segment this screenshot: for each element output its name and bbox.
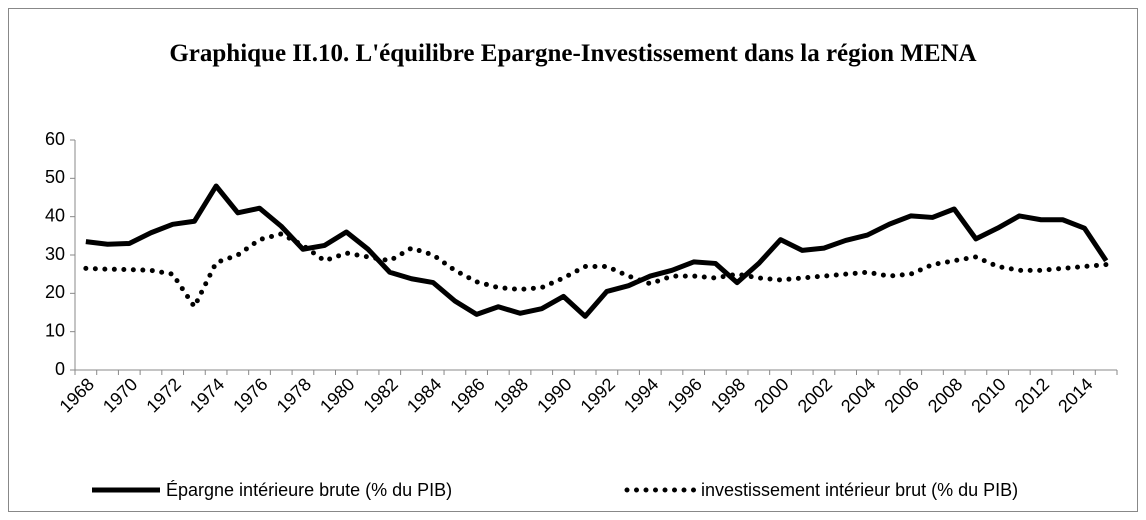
x-tick-label: 2008 [924,374,966,416]
chart-title: Graphique II.10. L'équilibre Epargne-Inv… [169,40,977,67]
x-tick-label: 1994 [620,374,662,416]
x-tick-label: 1976 [229,374,271,416]
y-tick-label: 30 [45,244,65,264]
y-tick-label: 60 [45,129,65,149]
legend-label: investissement intérieur brut (% du PIB) [701,480,1018,500]
chart-border [8,8,1138,512]
x-tick-label: 1990 [533,374,575,416]
y-tick-label: 50 [45,167,65,187]
y-tick-label: 40 [45,205,65,225]
x-tick-label: 1978 [273,374,315,416]
x-tick-label: 2002 [794,374,836,416]
x-tick-label: 2004 [837,374,879,416]
x-tick-label: 2000 [750,374,792,416]
x-tick-label: 1972 [142,374,184,416]
x-tick-label: 1986 [446,374,488,416]
x-tick-label: 1980 [316,374,358,416]
x-tick-label: 1968 [56,374,98,416]
series-line [85,183,1109,319]
x-tick-label: 2006 [880,374,922,416]
x-tick-label: 1992 [577,374,619,416]
x-tick-label: 2014 [1054,374,1096,416]
series-line [83,231,1109,312]
x-tick-label: 1996 [663,374,705,416]
x-tick-label: 1974 [186,374,228,416]
x-tick-label: 1998 [707,374,749,416]
x-tick-label: 2012 [1011,374,1053,416]
y-tick-label: 20 [45,282,65,302]
y-tick-label: 0 [55,359,65,379]
x-tick-label: 1988 [490,374,532,416]
x-tick-label: 1982 [359,374,401,416]
legend-label: Épargne intérieure brute (% du PIB) [166,480,452,500]
y-tick-label: 10 [45,320,65,340]
x-tick-label: 1984 [403,374,445,416]
x-tick-label: 2010 [967,374,1009,416]
x-tick-label: 1970 [99,374,141,416]
